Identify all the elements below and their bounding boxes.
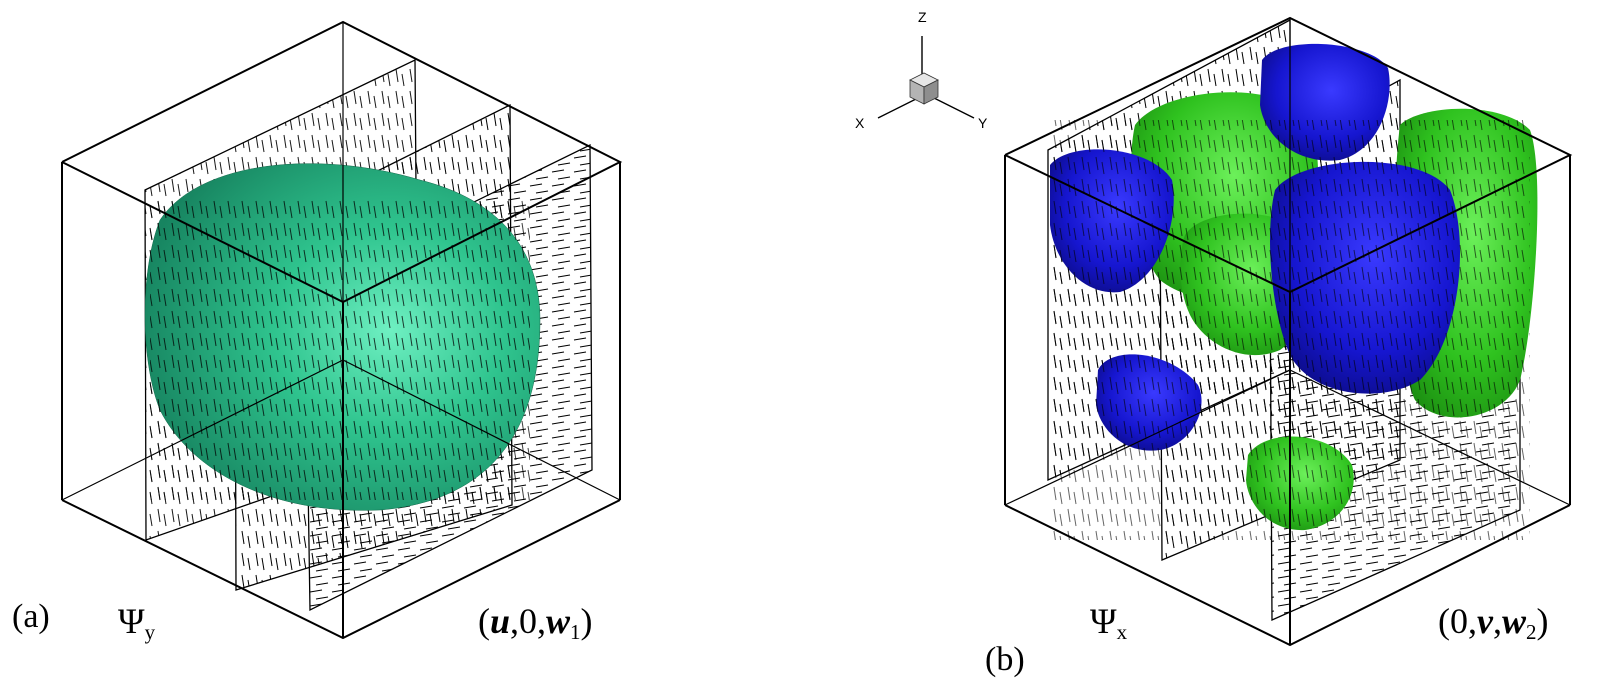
vec-comp-1: v <box>1477 601 1493 641</box>
panel-a-field-label: Ψy <box>118 601 155 643</box>
psi-subscript: x <box>1116 620 1128 644</box>
cube-frame-a <box>61 20 623 640</box>
panel-a <box>61 20 623 640</box>
triad-cube-icon <box>909 72 939 105</box>
vec-open: ( <box>478 601 490 641</box>
panel-b-vector-label: (0,v,w2) <box>1438 601 1549 643</box>
vec-close: ) <box>580 601 593 641</box>
vec-sep: ,0, <box>510 601 547 641</box>
vec-subscript: 1 <box>570 620 581 644</box>
panel-b <box>1004 16 1573 647</box>
cube-frame-b <box>1004 16 1573 647</box>
vector-field-overlay-a <box>150 200 530 500</box>
vec-open: (0, <box>1438 601 1477 641</box>
vec-subscript: 2 <box>1526 620 1537 644</box>
panel-a-vector-label: (u,0,w1) <box>478 601 593 643</box>
psi-symbol: Ψ <box>1090 601 1117 641</box>
vec-comp-2: w <box>1501 601 1526 641</box>
axis-triad: Z X Y <box>855 9 988 131</box>
psi-subscript: y <box>144 620 156 644</box>
panel-a-label: (a) <box>12 598 50 635</box>
psi-symbol: Ψ <box>118 601 145 641</box>
panel-b-field-label: Ψx <box>1090 601 1127 643</box>
vec-comp-1: u <box>490 601 511 641</box>
axis-label-z: Z <box>918 9 927 25</box>
axis-label-y: Y <box>978 115 988 131</box>
panel-b-label: (b) <box>985 641 1025 678</box>
vec-comp-2: w <box>546 601 571 641</box>
axis-label-x: X <box>855 115 865 131</box>
vec-sep: , <box>1492 601 1502 641</box>
vec-close: ) <box>1536 601 1549 641</box>
